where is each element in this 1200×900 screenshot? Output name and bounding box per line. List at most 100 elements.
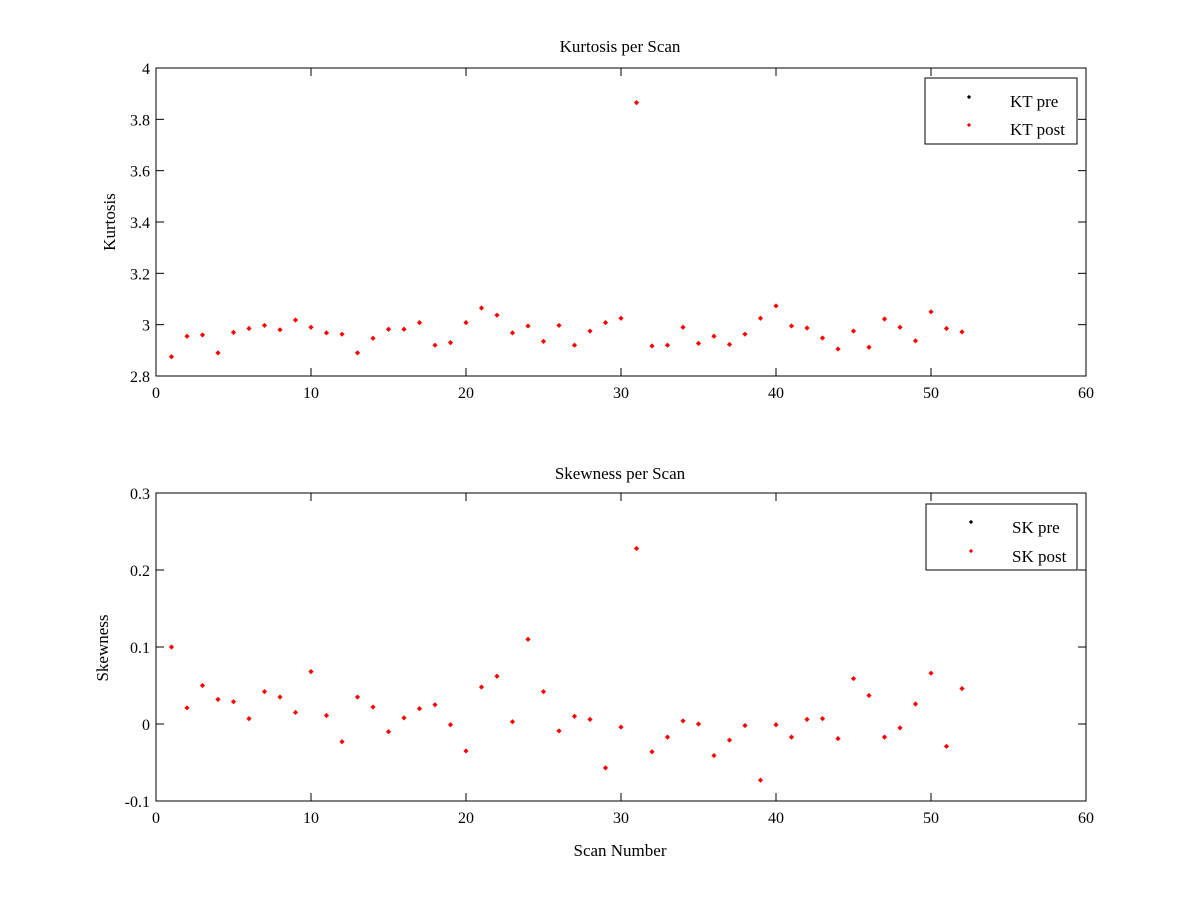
- kurtosis-point-post: [432, 342, 438, 348]
- kurtosis-legend: KT pre KT post: [924, 77, 1078, 145]
- skewness-point-post: [804, 716, 810, 722]
- skewness-x-tick-label: 50: [923, 810, 939, 827]
- kurtosis-plot-title: Kurtosis per Scan: [560, 37, 681, 56]
- skewness-point-post: [602, 765, 609, 771]
- skewness-point-post: [230, 699, 237, 705]
- skewness-point-post: [401, 715, 407, 721]
- kurtosis-point-post: [881, 316, 888, 322]
- kurtosis-point-post: [401, 326, 407, 332]
- kurtosis-point-post: [788, 323, 795, 329]
- skewness-point-post: [881, 734, 888, 740]
- kurtosis-point-post: [463, 320, 469, 326]
- skewness-points: [168, 545, 965, 783]
- kurtosis-point-post: [199, 332, 206, 338]
- skewness-legend-box: [925, 503, 1078, 571]
- skewness-point-post: [277, 694, 283, 700]
- skewness-x-tick-label: 40: [768, 810, 784, 827]
- skewness-point-post: [261, 689, 268, 695]
- skewness-point-post: [680, 718, 686, 724]
- kurtosis-x-tick-label: 60: [1078, 385, 1094, 402]
- skewness-point-post: [447, 722, 454, 728]
- kurtosis-point-post: [339, 331, 345, 337]
- kurtosis-point-post: [773, 303, 779, 309]
- skewness-point-post: [897, 725, 903, 731]
- kurtosis-point-post: [680, 324, 686, 330]
- kurtosis-point-post: [540, 338, 547, 344]
- kurtosis-point-post: [447, 340, 454, 346]
- kurtosis-point-post: [850, 328, 857, 334]
- skewness-point-post: [215, 696, 221, 702]
- skewness-y-axis-label: Skewness: [93, 614, 112, 681]
- skewness-point-post: [199, 682, 206, 689]
- skewness-subplot: Skewness per Scan Skewness Scan Number 0…: [93, 464, 1094, 860]
- skewness-point-post: [540, 689, 547, 695]
- kurtosis-point-post: [277, 327, 283, 333]
- skewness-point-post: [370, 704, 376, 710]
- skewness-point-post: [292, 709, 299, 716]
- skewness-ticks: 0 10 20 30 40 50 60-0.100.10.20.3: [125, 486, 1094, 827]
- kurtosis-point-post: [649, 343, 655, 349]
- kurtosis-point-post: [711, 333, 717, 339]
- kurtosis-point-post: [618, 315, 624, 321]
- kurtosis-x-tick-label: 0: [152, 385, 160, 402]
- kurtosis-point-post: [587, 328, 593, 334]
- kurtosis-point-post: [912, 338, 919, 344]
- kurtosis-y-tick-label: 4: [142, 61, 150, 78]
- skewness-point-post: [633, 545, 640, 552]
- skewness-point-post: [323, 712, 330, 719]
- kurtosis-point-post: [866, 344, 872, 350]
- kurtosis-point-post: [246, 325, 252, 332]
- skewness-plot-title: Skewness per Scan: [555, 464, 686, 483]
- skewness-point-post: [571, 713, 578, 719]
- skewness-point-post: [478, 684, 485, 690]
- skewness-point-post: [943, 743, 950, 749]
- skewness-legend-label-pre: SK pre: [1012, 518, 1060, 537]
- kurtosis-y-tick-label: 3.2: [130, 266, 150, 283]
- skewness-point-post: [246, 716, 252, 722]
- skewness-x-axis-label: Scan Number: [573, 841, 666, 860]
- skewness-y-tick-label: 0.2: [130, 563, 150, 580]
- skewness-point-post: [587, 716, 593, 722]
- kurtosis-point-post: [943, 325, 950, 332]
- kurtosis-point-post: [385, 326, 392, 332]
- kurtosis-point-post: [819, 335, 826, 341]
- kurtosis-point-post: [664, 342, 671, 348]
- kurtosis-x-tick-label: 50: [923, 385, 939, 402]
- skewness-legend-marker-pre: [968, 519, 974, 525]
- kurtosis-points: [168, 100, 965, 360]
- kurtosis-point-post: [168, 354, 175, 360]
- kurtosis-point-post: [556, 322, 562, 329]
- skewness-point-post: [866, 692, 872, 699]
- kurtosis-point-post: [184, 333, 190, 339]
- kurtosis-point-post: [370, 335, 376, 341]
- kurtosis-point-post: [928, 309, 934, 315]
- kurtosis-y-tick-label: 3.6: [130, 164, 150, 181]
- skewness-x-tick-label: 60: [1078, 810, 1094, 827]
- skewness-point-post: [773, 722, 779, 728]
- kurtosis-point-post: [959, 329, 965, 335]
- skewness-legend-marker-post: [968, 548, 974, 554]
- skewness-point-post: [354, 694, 361, 700]
- kurtosis-point-post: [726, 341, 733, 348]
- kurtosis-point-post: [494, 312, 500, 318]
- skewness-point-post: [525, 636, 531, 642]
- skewness-y-tick-label: 0: [142, 717, 150, 734]
- kurtosis-point-post: [897, 324, 903, 330]
- skewness-point-post: [726, 737, 733, 743]
- kurtosis-point-post: [215, 350, 221, 356]
- skewness-point-post: [556, 728, 562, 734]
- kurtosis-y-tick-label: 3: [142, 318, 150, 335]
- kurtosis-point-post: [602, 320, 609, 326]
- skewness-point-post: [618, 724, 624, 730]
- kurtosis-legend-label-pre: KT pre: [1010, 92, 1058, 111]
- kurtosis-x-tick-label: 10: [303, 385, 319, 402]
- skewness-legend-label-post: SK post: [1012, 547, 1067, 566]
- skewness-point-post: [339, 739, 345, 745]
- skewness-point-post: [742, 722, 748, 729]
- kurtosis-point-post: [308, 324, 314, 330]
- skewness-point-post: [184, 705, 190, 711]
- skewness-x-tick-label: 10: [303, 810, 319, 827]
- kurtosis-x-tick-label: 40: [768, 385, 784, 402]
- kurtosis-point-post: [354, 350, 361, 356]
